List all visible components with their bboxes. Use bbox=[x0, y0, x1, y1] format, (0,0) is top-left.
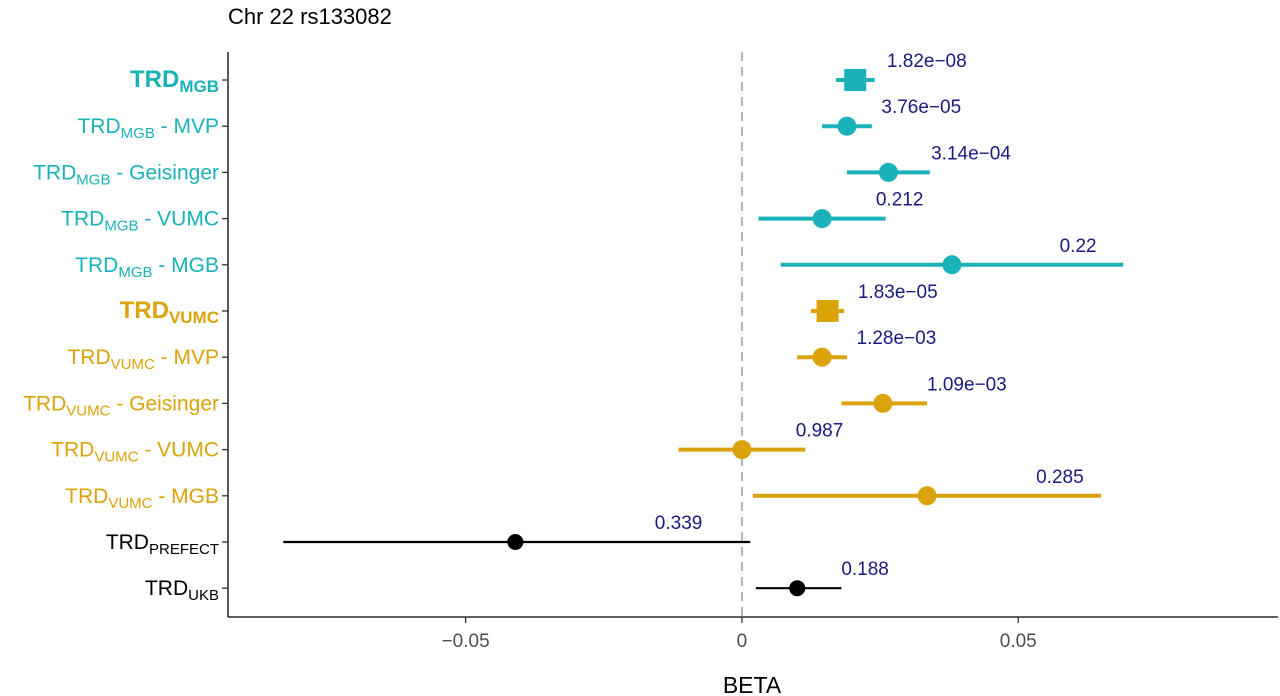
row-label-trd-mgb: TRDMGB bbox=[130, 66, 219, 96]
pvalue-trd-vumc-geisinger: 1.09e−03 bbox=[927, 374, 1007, 395]
pvalue-trd-mgb-mvp: 3.76e−05 bbox=[881, 97, 961, 118]
pvalue-trd-mgb-geisinger: 3.14e−04 bbox=[931, 143, 1011, 164]
pvalue-trd-prefect: 0.339 bbox=[655, 513, 703, 534]
row-label-trd-mgb-geisinger: TRDMGB - Geisinger bbox=[33, 161, 219, 188]
estimate-trd-ukb bbox=[789, 580, 806, 597]
chart-title: Chr 22 rs133082 bbox=[228, 4, 392, 29]
pvalue-trd-vumc: 1.83e−05 bbox=[858, 282, 938, 303]
x-tick-label: −0.05 bbox=[442, 631, 490, 652]
pvalue-trd-vumc-vumc: 0.987 bbox=[796, 421, 844, 442]
estimate-trd-vumc-vumc bbox=[732, 440, 752, 460]
pvalue-trd-vumc-mvp: 1.28e−03 bbox=[857, 328, 937, 349]
estimate-trd-vumc bbox=[816, 300, 839, 322]
row-label-trd-ukb: TRDUKB bbox=[145, 577, 219, 604]
row-label-trd-prefect: TRDPREFECT bbox=[106, 531, 219, 558]
x-axis-label: BETA bbox=[723, 672, 782, 696]
estimate-trd-mgb-geisinger bbox=[878, 162, 898, 182]
estimate-trd-vumc-mvp bbox=[812, 347, 832, 367]
row-label-trd-vumc: TRDVUMC bbox=[120, 297, 219, 327]
plot-area: 1.82e−08 3.76e−05 3.14e−04 0.212 0.22 1.83e−0… bbox=[283, 51, 1124, 617]
row-label-trd-vumc-mgb: TRDVUMC - MGB bbox=[65, 485, 219, 512]
pvalue-trd-mgb-mgb: 0.22 bbox=[1060, 236, 1097, 257]
estimate-trd-mgb-mgb bbox=[942, 255, 962, 275]
x-tick-label: 0.05 bbox=[1000, 631, 1037, 652]
row-label-trd-vumc-geisinger: TRDVUMC - Geisinger bbox=[23, 392, 219, 419]
estimate-trd-mgb-mvp bbox=[837, 116, 857, 136]
estimate-trd-vumc-geisinger bbox=[873, 393, 893, 413]
x-axis: −0.05 0 0.05 bbox=[228, 616, 1278, 652]
pvalue-trd-mgb: 1.82e−08 bbox=[887, 51, 967, 72]
estimate-trd-prefect bbox=[507, 534, 524, 550]
row-label-trd-mgb-vumc: TRDMGB - VUMC bbox=[61, 208, 219, 235]
estimate-trd-vumc-mgb bbox=[917, 486, 937, 506]
row-label-trd-vumc-vumc: TRDVUMC - VUMC bbox=[51, 439, 219, 466]
estimate-trd-mgb-vumc bbox=[812, 209, 832, 229]
pvalue-trd-vumc-mgb: 0.285 bbox=[1036, 467, 1084, 488]
x-tick-label: 0 bbox=[737, 631, 748, 652]
pvalue-trd-mgb-vumc: 0.212 bbox=[876, 190, 924, 211]
y-axis: TRDMGB TRDMGB - MVP TRDMGB - Geisinger TRDM… bbox=[23, 52, 229, 617]
row-label-trd-vumc-mvp: TRDVUMC - MVP bbox=[67, 346, 219, 373]
row-label-trd-mgb-mgb: TRDMGB - MGB bbox=[75, 254, 219, 281]
row-label-trd-mgb-mvp: TRDMGB - MVP bbox=[77, 115, 219, 142]
estimate-trd-mgb bbox=[844, 69, 867, 91]
pvalue-trd-ukb: 0.188 bbox=[841, 559, 889, 580]
